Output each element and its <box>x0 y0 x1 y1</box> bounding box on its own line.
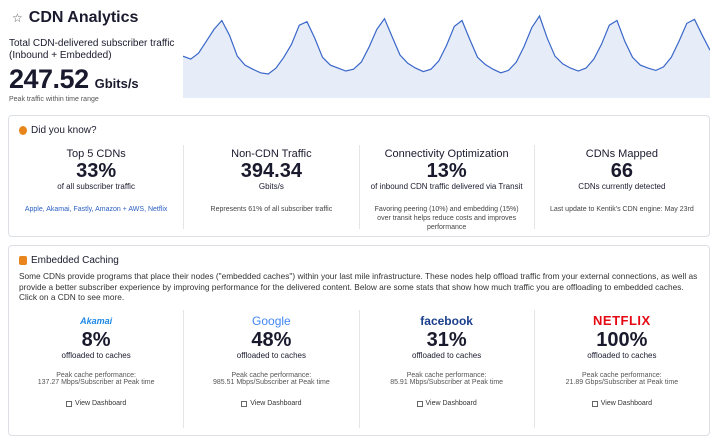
card-title: Embedded Caching <box>19 255 119 266</box>
cdn-column[interactable]: facebook 31% offloaded to caches Peak cache… <box>358 310 534 428</box>
button-label: View Dashboard <box>600 400 652 407</box>
perf-label: Peak cache performance: <box>406 372 487 379</box>
summary-value: 247.52 <box>9 64 89 94</box>
perf-value: 137.27 Mbps/Subscriber at Peak time <box>37 379 155 386</box>
fact-value: 33% <box>76 160 117 182</box>
fact-title: CDNs Mapped <box>585 148 658 160</box>
view-dashboard-button[interactable]: View Dashboard <box>66 400 126 407</box>
cdn-column[interactable]: NETFLIX 100% offloaded to caches Peak cache… <box>533 310 709 428</box>
fact-column: CDNs Mapped 66 CDNs currently detected Last… <box>533 145 709 229</box>
db-icon <box>19 256 27 265</box>
fact-value: 13% <box>426 160 467 182</box>
grid-icon <box>416 400 423 407</box>
fact-detail: Favoring peering (10%) and embedding (15… <box>374 206 519 231</box>
sparkline-area <box>183 16 710 98</box>
cdn-logo: Akamai <box>80 316 113 326</box>
card-title-text: Did you know? <box>31 125 97 136</box>
summary: Total CDN-delivered subscriber traffic (… <box>9 38 184 103</box>
perf-label: Peak cache performance: <box>56 372 136 379</box>
cdn-value: 100% <box>596 329 648 351</box>
cdn-column[interactable]: Google 48% offloaded to caches Peak cache p… <box>183 310 358 428</box>
grid-icon <box>241 400 248 407</box>
summary-unit: Gbits/s <box>94 76 139 91</box>
button-label: View Dashboard <box>425 400 477 407</box>
cdn-logo: NETFLIX <box>593 313 651 328</box>
fact-title: Non-CDN Traffic <box>231 148 312 160</box>
card-title-text: Embedded Caching <box>31 255 119 266</box>
fact-column: Connectivity Optimization 13% of inbound C… <box>358 145 534 231</box>
cdn-logo: facebook <box>420 314 473 328</box>
summary-note: Peak traffic within time range <box>9 96 99 103</box>
fact-columns: Top 5 CDNs 33% of all subscriber traffic Ap… <box>9 145 709 231</box>
perf-value: 21.89 Gbps/Subscriber at Peak time <box>565 379 679 386</box>
cdn-value: 31% <box>426 329 467 351</box>
fact-detail: Last update to Kentik's CDN engine: May … <box>550 206 694 213</box>
perf-label: Peak cache performance: <box>231 372 312 379</box>
fact-value: 394.34 <box>240 160 302 182</box>
perf-value: 985.51 Mbps/Subscriber at Peak time <box>213 379 330 386</box>
fact-value: 66 <box>610 160 633 182</box>
grid-icon <box>591 400 598 407</box>
sparkline-line <box>183 14 710 75</box>
page-title: ☆ CDN Analytics <box>12 9 138 27</box>
fact-detail: Represents 61% of all subscriber traffic <box>210 206 333 213</box>
fact-caption: of all subscriber traffic <box>57 182 135 191</box>
fact-title: Top 5 CDNs <box>66 148 126 160</box>
summary-value-row: 247.52 Gbits/s <box>9 64 184 95</box>
bulb-icon <box>19 126 27 135</box>
cdn-value: 48% <box>251 329 292 351</box>
did-you-know-card: Did you know? Top 5 CDNs 33% of all subscr… <box>8 115 710 237</box>
summary-sublabel: (Inbound + Embedded) <box>9 50 112 61</box>
perf-value: 85.91 Mbps/Subscriber at Peak time <box>390 379 504 386</box>
fact-caption: CDNs currently detected <box>578 182 666 191</box>
cdn-column[interactable]: Akamai 8% offloaded to caches Peak cache pe… <box>9 310 183 428</box>
description: Some CDNs provide programs that place th… <box>19 271 698 302</box>
cdn-value: 8% <box>81 329 111 351</box>
card-title: Did you know? <box>19 125 97 136</box>
cdn-caption: offloaded to caches <box>236 351 306 360</box>
fact-detail[interactable]: Apple, Akamai, Fastly, Amazon + AWS, Net… <box>24 206 168 213</box>
view-dashboard-button[interactable]: View Dashboard <box>241 400 302 407</box>
fact-column: Non-CDN Traffic 394.34 Gbits/s Represents 6… <box>183 145 358 229</box>
cdn-columns: Akamai 8% offloaded to caches Peak cache pe… <box>9 310 709 428</box>
grid-icon <box>66 400 72 407</box>
summary-label: Total CDN-delivered subscriber traffic <box>9 38 175 49</box>
cdn-caption: offloaded to caches <box>412 351 482 360</box>
sparkline <box>183 14 710 98</box>
embedded-caching-card: Embedded Caching Some CDNs provide progr… <box>8 245 710 436</box>
fact-caption: of inbound CDN traffic delivered via Tra… <box>370 182 523 191</box>
perf-label: Peak cache performance: <box>581 372 662 379</box>
fact-title: Connectivity Optimization <box>384 148 509 160</box>
fact-column: Top 5 CDNs 33% of all subscriber traffic Ap… <box>9 145 183 229</box>
view-dashboard-button[interactable]: View Dashboard <box>591 400 652 407</box>
cdn-logo: Google <box>252 314 291 328</box>
cdn-caption: offloaded to caches <box>61 351 131 360</box>
view-dashboard-button[interactable]: View Dashboard <box>416 400 477 407</box>
title-text: CDN Analytics <box>28 9 139 26</box>
button-label: View Dashboard <box>250 400 302 407</box>
button-label: View Dashboard <box>75 400 127 407</box>
fact-caption: Gbits/s <box>258 182 284 191</box>
cdn-caption: offloaded to caches <box>587 351 657 360</box>
favorite-star[interactable]: ☆ <box>12 11 23 25</box>
